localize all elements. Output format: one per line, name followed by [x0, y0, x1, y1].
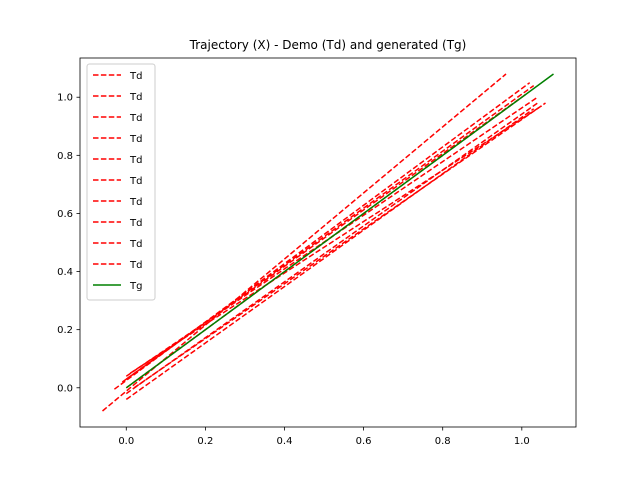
legend-entry-label: Td	[129, 260, 142, 271]
y-tick-label: 0.4	[57, 267, 73, 278]
y-tick-label: 0.2	[57, 325, 73, 336]
x-tick-label: 0.6	[356, 436, 372, 447]
series-layer	[102, 73, 554, 412]
axes-layer: 0.0 0.2 0.4 0.6 0.8 1.0 0.0 0.2 0.4 0.6 0.8 1.0	[57, 93, 530, 447]
legend-entry-label: Td	[129, 71, 142, 82]
generated-trajectory-line-10	[125, 73, 554, 389]
legend-entry-label: Td	[129, 92, 142, 103]
y-tick-label: 0.0	[57, 383, 73, 394]
demo-trajectory-line-1	[113, 82, 531, 390]
legend-box	[86, 63, 156, 301]
y-tick-label: 0.6	[57, 209, 73, 220]
legend-entry-label: Td	[129, 239, 142, 250]
x-tick-label: 0.8	[435, 436, 451, 447]
legend-entry-label: Td	[129, 113, 142, 124]
chart-title: Trajectory (X) - Demo (Td) and generated…	[189, 38, 467, 52]
y-tick-label: 1.0	[57, 93, 73, 104]
demo-trajectory-line-8	[125, 108, 535, 401]
legend-entry-label: Td	[129, 134, 142, 145]
x-tick-label: 0.4	[277, 436, 293, 447]
x-tick-label: 1.0	[514, 436, 530, 447]
demo-trajectory-line-9	[133, 102, 546, 389]
demo-trajectory-line-7	[129, 105, 543, 374]
legend-entry-label: Td	[129, 218, 142, 229]
legend-entry-label: Td	[129, 155, 142, 166]
legend-entry-label: Td	[129, 176, 142, 187]
legend: Td Td Td Td Td Td Td Td Td Td Tg	[86, 63, 156, 301]
plot-area	[79, 57, 577, 428]
x-tick-label: 0.2	[197, 436, 213, 447]
legend-entry-label: Tg	[129, 281, 142, 292]
legend-entry-label: Td	[129, 197, 142, 208]
x-tick-label: 0.0	[118, 436, 134, 447]
y-tick-label: 0.8	[57, 151, 73, 162]
demo-trajectory-line-0	[102, 73, 507, 412]
